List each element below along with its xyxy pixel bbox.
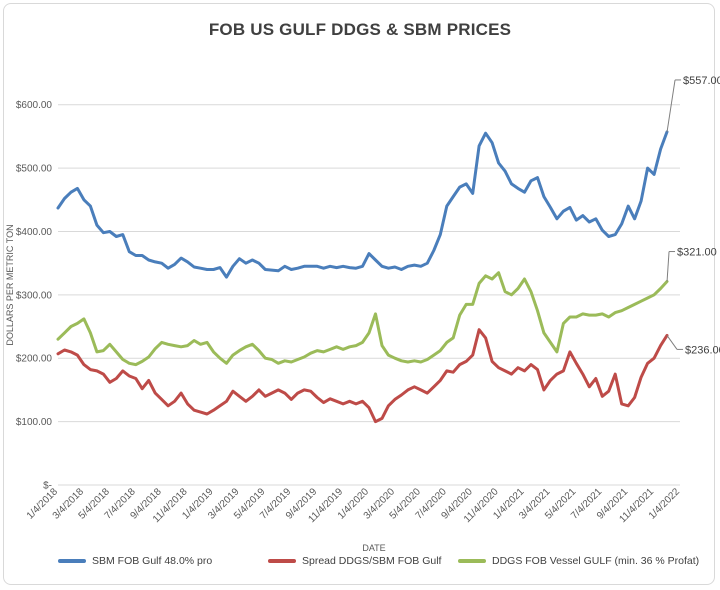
legend-item-spread: Spread DDGS/SBM FOB Gulf [268, 555, 441, 567]
annotation-ddgs-leader [666, 251, 670, 282]
y-tick-label: $200.00 [16, 354, 53, 365]
legend-swatch-ddgs [458, 559, 486, 563]
legend-swatch-sbm [58, 559, 86, 563]
annotation-ddgs: $321.00 [677, 247, 717, 259]
legend-label-spread: Spread DDGS/SBM FOB Gulf [302, 555, 442, 567]
chart-title: FOB US GULF DDGS & SBM PRICES [208, 20, 512, 39]
chart-frame [3, 3, 715, 585]
annotation-spread-leader [666, 335, 678, 350]
y-tick-label: $500.00 [16, 164, 53, 175]
legend-item-sbm: SBM FOB Gulf 48.0% pro [58, 555, 212, 567]
annotation-sbm: $557.00 [683, 75, 720, 87]
y-tick-label: $600.00 [16, 100, 53, 111]
legend-label-sbm: SBM FOB Gulf 48.0% pro [92, 555, 213, 567]
series-line-ddgs [56, 271, 669, 367]
y-tick-label: $- [43, 481, 52, 492]
annotation-spread: $236.00 [685, 344, 720, 356]
annotation-sbm-leader [666, 79, 676, 133]
y-axis-title: DOLLARS PER METRIC TON [5, 224, 15, 345]
y-tick-label: $400.00 [16, 227, 53, 238]
chart-legend: SBM FOB Gulf 48.0% pro Spread DDGS/SBM F… [58, 555, 699, 571]
series-line-spread [56, 328, 669, 424]
y-tick-label: $300.00 [16, 290, 53, 301]
y-tick-label: $100.00 [16, 417, 53, 428]
legend-label-ddgs: DDGS FOB Vessel GULF (min. 36 % Profat) [492, 555, 700, 567]
x-axis-title: DATE [362, 543, 385, 553]
legend-item-ddgs: DDGS FOB Vessel GULF (min. 36 % Profat) [458, 555, 699, 567]
series-line-sbm [56, 130, 669, 279]
legend-swatch-spread [268, 559, 296, 563]
